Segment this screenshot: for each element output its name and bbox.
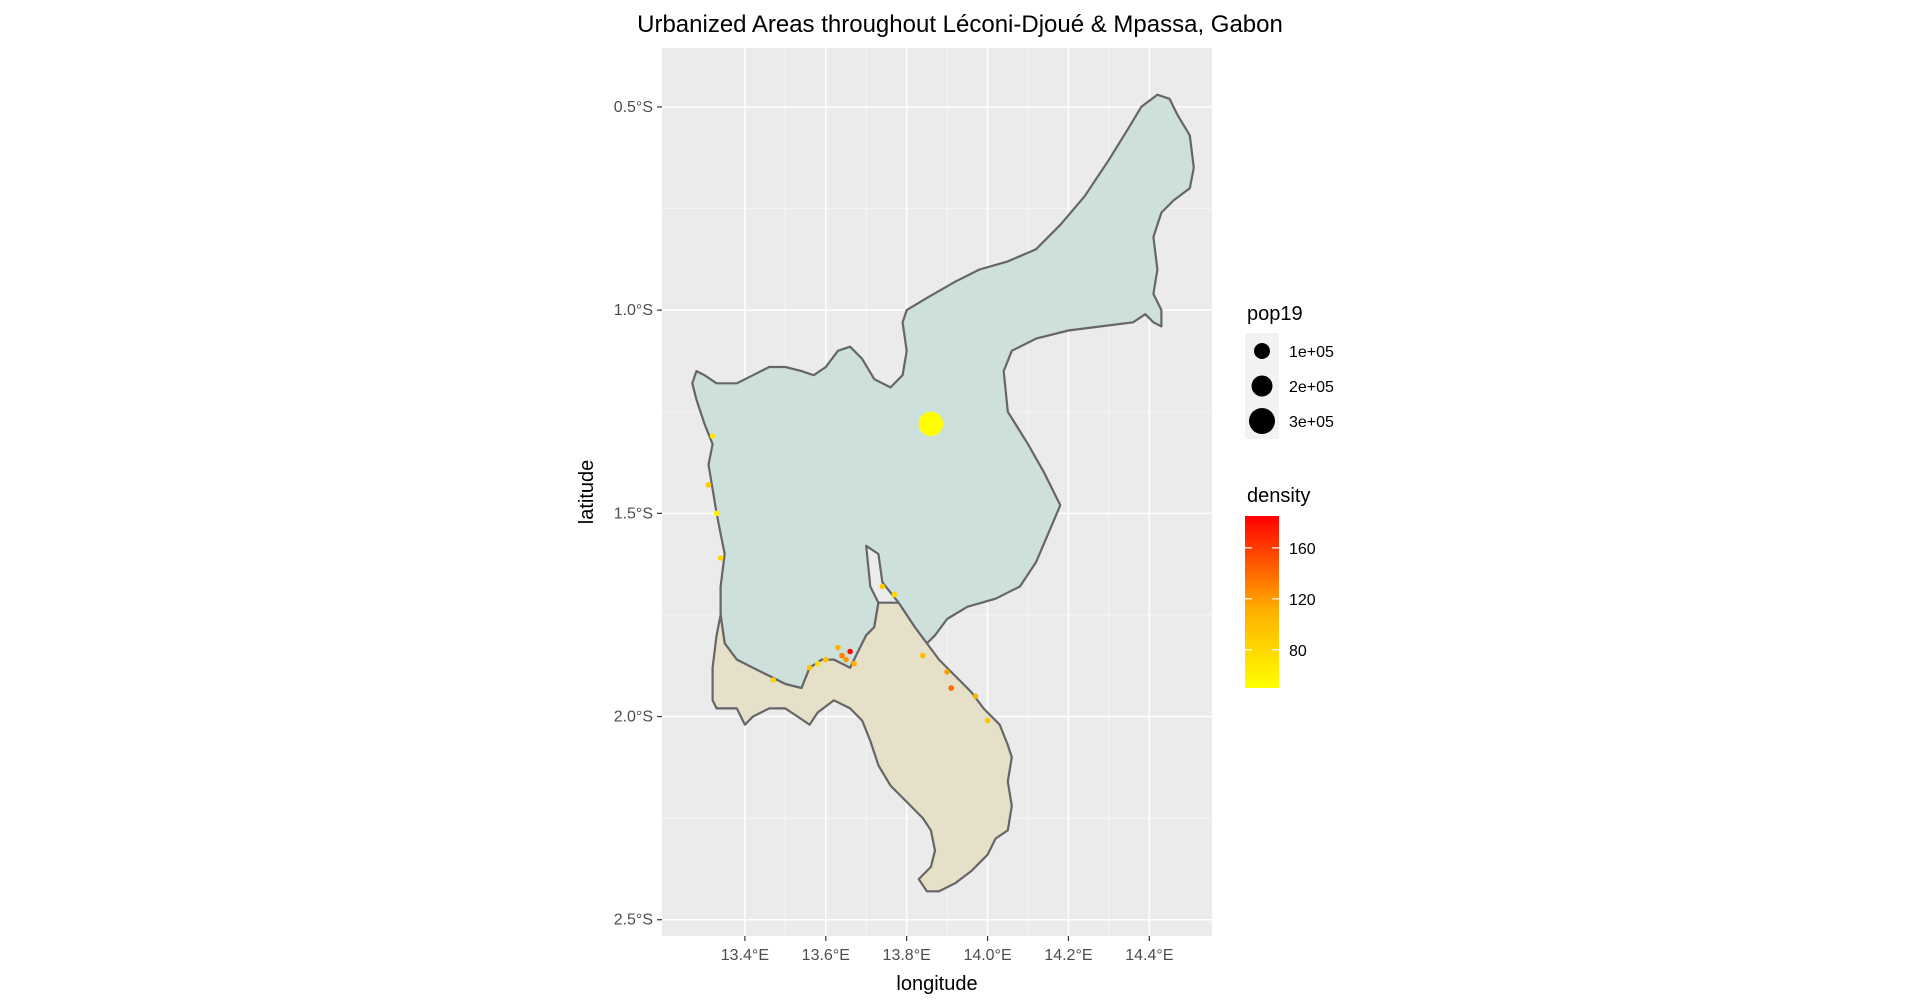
y-tick-label: 0.5°S [614, 99, 653, 116]
y-tick-label: 2.5°S [614, 912, 653, 929]
urban-area-point [847, 648, 853, 655]
urban-area-point [839, 652, 845, 659]
pop19-legend-label-2: 2e+05 [1289, 379, 1334, 396]
x-tick-label: 14.4°E [1125, 947, 1173, 964]
urban-area-point [879, 583, 886, 590]
urban-area-point [948, 685, 954, 691]
urban-area-point [984, 717, 991, 724]
x-tick-label: 13.8°E [883, 947, 931, 964]
pop19-legend-key-small [1254, 343, 1270, 359]
chart-title: Urbanized Areas throughout Léconi-Djoué … [637, 11, 1283, 38]
x-tick-label: 13.6°E [802, 947, 850, 964]
urban-area-point [835, 644, 841, 651]
x-tick-label: 14.0°E [963, 947, 1011, 964]
urban-area-point [823, 656, 829, 663]
density-legend-title: density [1247, 485, 1310, 507]
pop19-legend-key-large [1249, 408, 1275, 434]
y-axis-ticks: 0.5°S 1.0°S 1.5°S 2.0°S 2.5°S [614, 99, 662, 929]
urban-area-point [806, 665, 813, 671]
region-mpassa [711, 601, 1013, 893]
urban-area-points [705, 411, 991, 724]
urban-area-point [891, 591, 898, 598]
x-axis-ticks: 13.4°E 13.6°E 13.8°E 14.0°E 14.2°E 14.4°E [721, 936, 1173, 964]
x-axis-title: longitude [896, 973, 977, 995]
urban-area-point [705, 482, 712, 488]
pop19-legend-title: pop19 [1247, 303, 1303, 325]
pop19-legend-label-3: 3e+05 [1289, 414, 1334, 431]
y-tick-label: 1.0°S [614, 302, 653, 319]
density-colorbar [1245, 516, 1279, 688]
colorbar-tick-label: 80 [1289, 643, 1307, 660]
urban-area-point [843, 656, 849, 663]
urban-area-point [709, 433, 716, 439]
x-tick-label: 14.2°E [1044, 947, 1092, 964]
colorbar-tick-label: 120 [1289, 592, 1316, 609]
density-colorbar-ticks: 80 120 160 [1245, 541, 1316, 660]
urban-area-point [717, 555, 724, 561]
pop19-legend-label-1: 1e+05 [1289, 344, 1334, 361]
colorbar-tick-label: 160 [1289, 541, 1316, 558]
x-tick-label: 13.4°E [721, 947, 769, 964]
map-regions [691, 93, 1195, 893]
urban-area-point [944, 669, 950, 675]
pop19-legend-key-medium [1251, 375, 1273, 397]
y-tick-label: 1.5°S [614, 505, 653, 522]
urban-area-point [713, 510, 720, 517]
y-tick-label: 2.0°S [614, 709, 653, 726]
urban-area-point [972, 693, 979, 699]
urban-area-point [851, 660, 857, 667]
y-axis-title: latitude [576, 460, 598, 525]
urban-area-point [770, 677, 776, 683]
urban-area-point [920, 652, 926, 659]
pop19-legend: pop19 1e+05 2e+05 3e+05 [1245, 303, 1334, 439]
urban-area-point [918, 411, 944, 437]
urban-area-point [814, 660, 821, 667]
density-legend: density 80 120 160 [1245, 485, 1316, 688]
